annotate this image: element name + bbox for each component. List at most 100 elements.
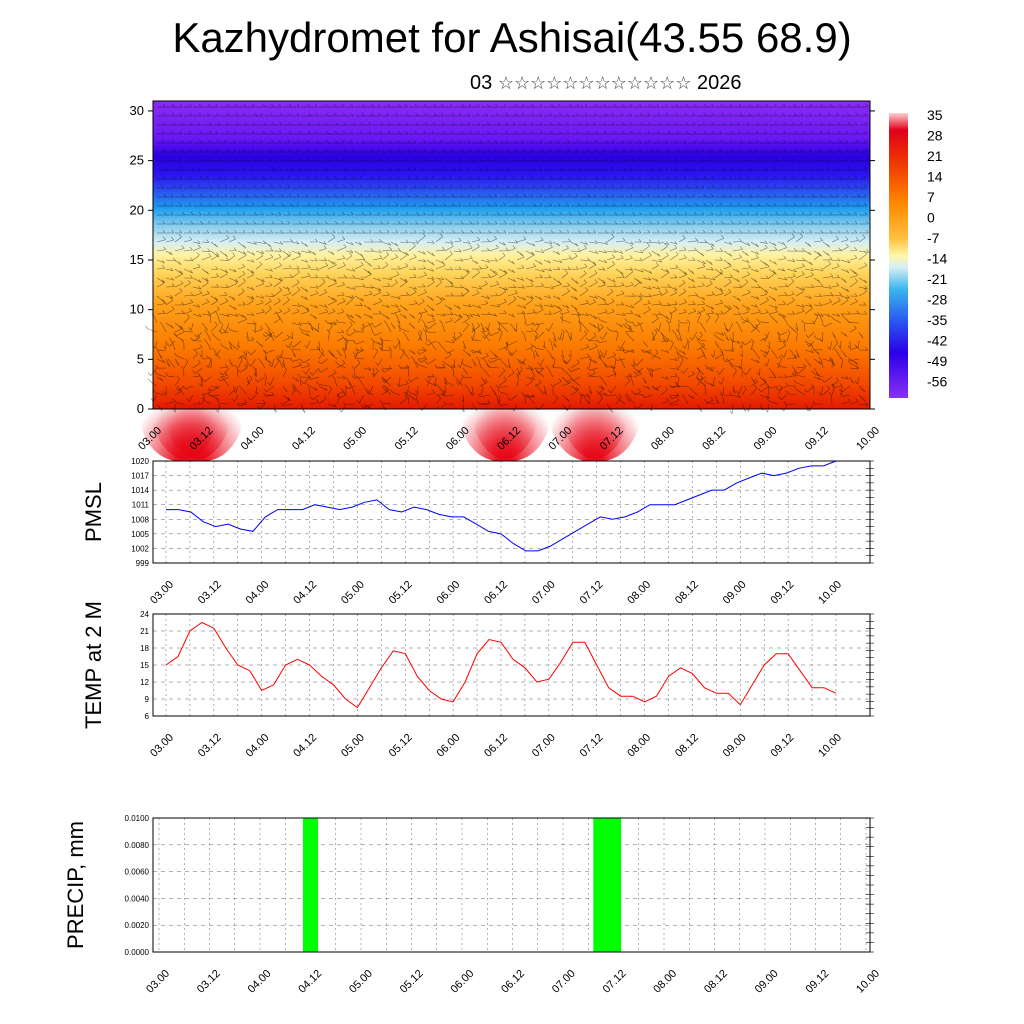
wind-barb-flag: [232, 296, 236, 301]
wind-barb-flag: [755, 254, 759, 258]
wind-barb-flag: [748, 148, 752, 153]
wind-barb: [750, 241, 759, 248]
wind-barb-flag: [306, 307, 310, 311]
wind-barb-flag: [594, 240, 598, 244]
wind-barb-flag: [792, 211, 796, 216]
wind-barb-flag: [336, 319, 339, 323]
wind-barb-flag: [244, 202, 248, 207]
wind-barb-flag: [243, 252, 247, 256]
wind-barb-flag: [649, 367, 653, 372]
wind-barb-flag: [208, 139, 212, 144]
wind-barb-flag: [529, 296, 533, 301]
wind-barb-flag: [728, 305, 732, 309]
wind-barb: [348, 331, 356, 337]
wind-barb: [669, 241, 678, 245]
wind-barb-flag: [218, 157, 222, 162]
wind-barb-flag: [199, 148, 203, 153]
wind-barb-flag: [738, 157, 742, 162]
wind-barb-flag: [408, 378, 412, 382]
wind-barb-flag: [854, 380, 858, 385]
wind-barb-flag: [864, 288, 868, 292]
wind-barb-flag: [538, 296, 542, 300]
wind-barb-flag: [234, 184, 238, 189]
wind-barb: [408, 241, 419, 244]
wind-barb-flag: [811, 220, 814, 225]
wind-barb: [435, 236, 443, 243]
wind-barb-flag: [368, 263, 372, 267]
wind-barb-flag: [575, 310, 579, 314]
wind-barb-flag: [504, 157, 508, 162]
wind-barb: [183, 317, 190, 324]
wind-barb-flag: [521, 312, 525, 316]
wind-barb: [705, 367, 714, 372]
wind-barb: [300, 250, 311, 254]
wind-barb-flag: [548, 148, 552, 153]
wind-barb-flag: [250, 297, 254, 302]
wind-barb-flag: [315, 285, 319, 289]
wind-barb: [777, 358, 782, 369]
wind-barb-flag: [794, 330, 798, 334]
wind-barb-flag: [262, 240, 266, 244]
wind-barb-flag: [765, 103, 769, 108]
wind-barb: [732, 249, 743, 252]
wind-barb: [291, 289, 300, 297]
wind-barb-flag: [224, 269, 228, 273]
wind-barb-flag: [774, 308, 778, 313]
wind-barb: [345, 313, 354, 319]
wind-barb-flag: [632, 220, 636, 225]
wind-barb: [291, 271, 300, 279]
wind-barb-flag: [466, 288, 470, 292]
wind-barb-flag: [413, 148, 417, 153]
wind-barb-flag: [458, 112, 462, 117]
wind-barb-flag: [315, 148, 319, 153]
wind-barb-flag: [234, 280, 238, 284]
wind-barb: [309, 250, 316, 256]
wind-barb-flag: [704, 175, 707, 180]
wind-barb-flag: [530, 282, 534, 287]
wind-barb-flag: [219, 371, 223, 376]
wind-barb: [395, 340, 401, 349]
wind-barb-flag: [577, 320, 581, 325]
wind-barb: [829, 340, 833, 350]
wind-barb: [525, 381, 533, 387]
wind-barb-flag: [431, 252, 435, 257]
wind-barb-flag: [442, 262, 446, 266]
wind-barb-flag: [494, 202, 498, 207]
wind-barb-flag: [793, 112, 797, 117]
wind-barb: [417, 292, 427, 297]
wind-barb-flag: [860, 335, 864, 339]
wind-barb-flag: [639, 211, 643, 216]
wind-barb-flag: [829, 193, 833, 198]
wind-barb-flag: [684, 271, 688, 275]
wind-barb: [239, 367, 248, 373]
wind-barb: [822, 331, 824, 342]
wind-barb: [777, 303, 786, 306]
wind-barb: [372, 367, 375, 377]
wind-barb: [814, 373, 824, 378]
wind-barb: [206, 332, 212, 342]
wind-barb: [507, 277, 516, 283]
wind-barb-flag: [611, 261, 615, 265]
wind-barb-flag: [325, 166, 329, 171]
wind-barb-flag: [180, 121, 184, 126]
wind-barb-flag: [190, 257, 194, 261]
wind-barb-flag: [379, 336, 383, 341]
wind-barb-flag: [829, 184, 833, 189]
wind-barb-flag: [783, 314, 786, 318]
wind-barb-flag: [197, 304, 201, 308]
wind-barb: [318, 351, 324, 360]
wind-barb: [453, 250, 462, 253]
wind-barb-flag: [424, 112, 428, 117]
wind-barb-flag: [692, 166, 696, 171]
wind-barb: [462, 304, 472, 308]
wind-barb-flag: [384, 379, 388, 383]
wind-barb: [292, 358, 302, 362]
wind-barb-flag: [386, 316, 390, 320]
wind-barb: [796, 374, 806, 378]
wind-barb-flag: [737, 297, 741, 302]
wind-barb: [183, 310, 192, 315]
wind-barb: [822, 263, 831, 270]
wind-barb-flag: [278, 248, 282, 252]
wind-barb: [768, 241, 777, 247]
wind-barb-flag: [161, 184, 165, 189]
